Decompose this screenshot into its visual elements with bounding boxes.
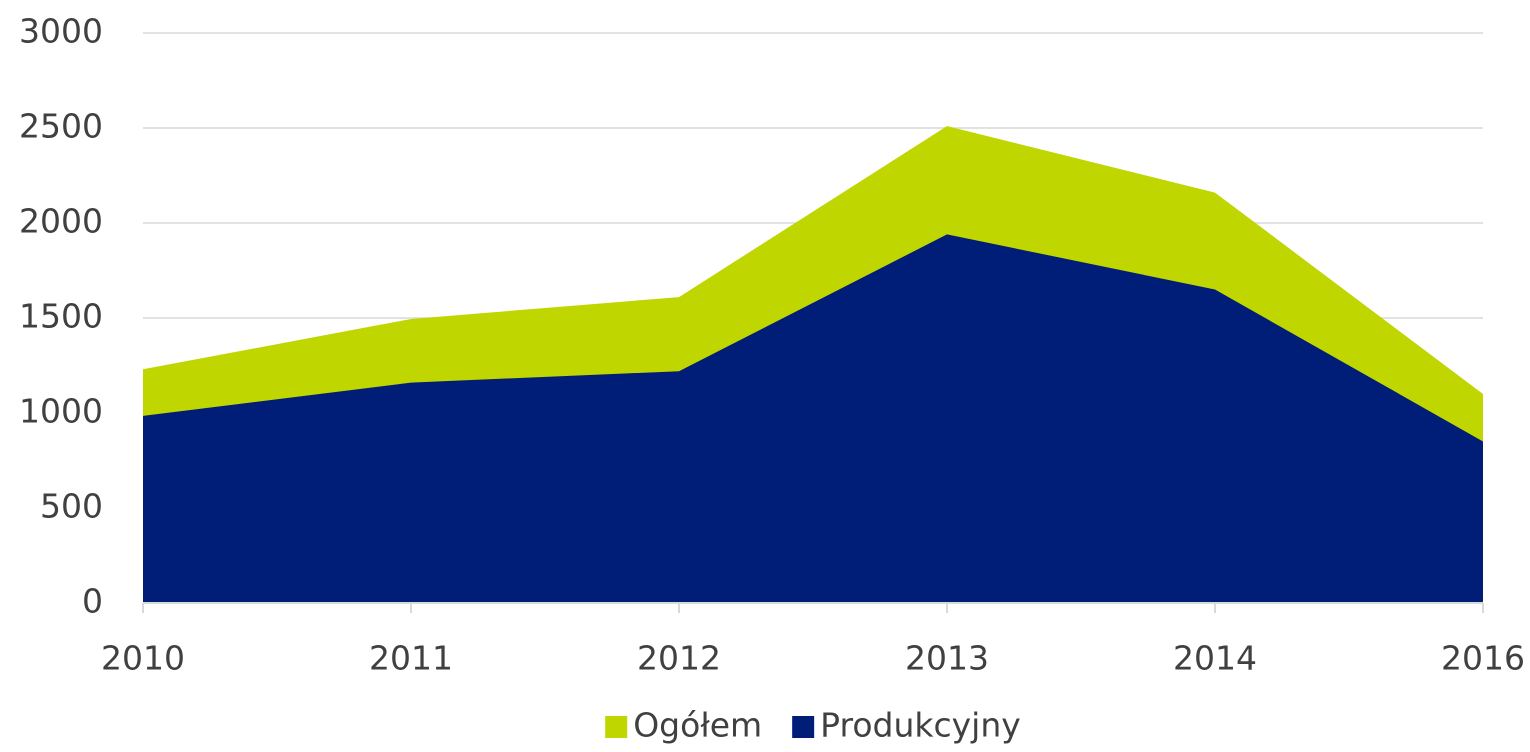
y-tick-label: 2500 [19,107,103,146]
legend-label: Produkcyjny [820,706,1021,745]
y-tick-label: 500 [40,487,103,526]
x-tick-label: 2013 [905,639,989,678]
y-tick-label: 2000 [19,202,103,241]
y-tick-label: 3000 [19,12,103,51]
x-tick-label: 2016 [1441,639,1525,678]
y-tick-label: 1000 [19,392,103,431]
legend-swatch [605,716,628,738]
x-tick-label: 2011 [369,639,453,678]
y-tick-label: 0 [82,582,103,621]
x-tick-label: 2012 [637,639,721,678]
legend-label: Ogółem [633,706,762,745]
area [143,234,1483,603]
x-tick-label: 2014 [1173,639,1257,678]
x-tick-label: 2010 [101,639,185,678]
legend-swatch [792,716,815,738]
y-tick-label: 1500 [19,297,103,336]
